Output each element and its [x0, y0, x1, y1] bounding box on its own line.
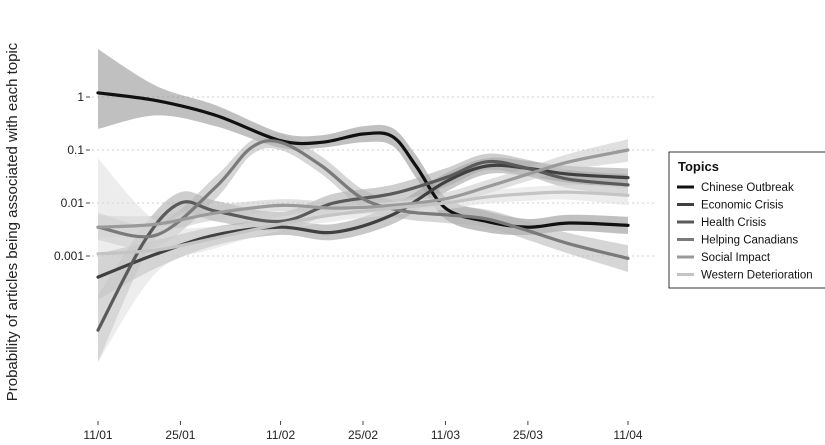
line-western-deterioration — [96, 190, 630, 256]
line-chinese-outbreak — [96, 91, 630, 229]
x-tick-label: 11/01 — [83, 428, 112, 442]
band-chinese-outbreak — [98, 49, 628, 236]
legend-box — [668, 151, 825, 289]
y-axis-title: Probability of articles being associated… — [4, 42, 21, 401]
line-helping-canadians — [96, 139, 630, 260]
y-axis-ticks: 1 0.1 0.01 0.001 — [54, 90, 90, 263]
legend-label: Social Impact — [701, 252, 771, 264]
legend-label: Helping Canadians — [701, 235, 798, 247]
x-tick-label: 11/03 — [431, 428, 460, 442]
legend-label: Health Crisis — [701, 217, 766, 229]
band-economic-crisis — [98, 157, 628, 300]
y-tick-label: 0.01 — [61, 196, 85, 210]
x-tick-label: 25/01 — [165, 428, 195, 442]
legend-label: Western Deterioration — [701, 270, 813, 282]
x-axis-ticks: 11/01 25/01 11/02 25/02 11/03 25/03 11/04 — [83, 421, 643, 442]
band-western-deterioration — [98, 158, 628, 362]
legend-label: Chinese Outbreak — [701, 182, 794, 194]
line-health-crisis — [96, 159, 630, 332]
legend-title: Topics — [678, 159, 719, 174]
legend: Topics Chinese Outbreak Economic Crisis He… — [668, 151, 825, 289]
y-tick-label: 1 — [77, 90, 84, 104]
x-tick-label: 11/02 — [266, 428, 295, 442]
series-lines — [96, 91, 630, 332]
x-tick-label: 11/04 — [613, 428, 642, 442]
line-social-impact — [96, 148, 630, 229]
x-tick-label: 25/03 — [513, 428, 543, 442]
y-tick-label: 0.001 — [54, 249, 84, 263]
legend-label: Economic Crisis — [701, 200, 784, 212]
x-tick-label: 25/02 — [348, 428, 378, 442]
legend-items: Chinese Outbreak Economic Crisis Health Cr… — [677, 182, 813, 282]
y-tick-label: 0.1 — [67, 143, 84, 157]
